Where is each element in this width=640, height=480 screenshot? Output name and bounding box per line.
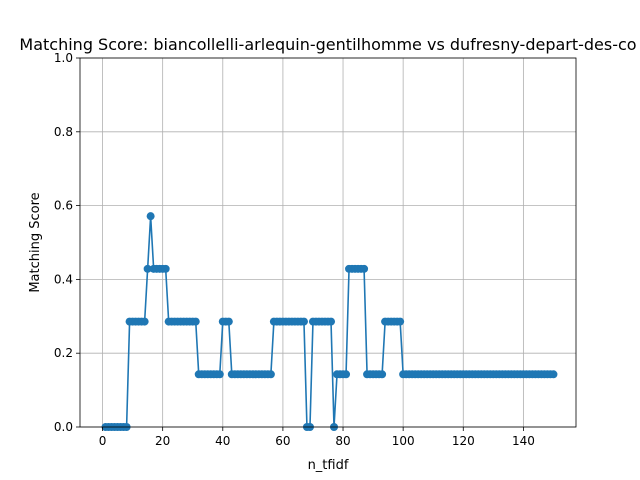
x-tick-label: 60 — [275, 434, 290, 448]
data-point — [146, 212, 155, 221]
series — [101, 212, 558, 431]
data-point — [360, 264, 369, 273]
x-tick-label: 120 — [452, 434, 475, 448]
x-tick-label: 40 — [215, 434, 230, 448]
x-tick-label: 80 — [335, 434, 350, 448]
y-tick-label: 0.6 — [54, 199, 73, 213]
data-point — [191, 317, 200, 326]
data-point — [549, 370, 558, 379]
y-tick-label: 1.0 — [54, 51, 73, 65]
data-point — [327, 317, 336, 326]
x-tick-label: 0 — [99, 434, 107, 448]
data-point — [143, 264, 152, 273]
y-tick-label: 0.4 — [54, 272, 73, 286]
y-tick-label: 0.2 — [54, 346, 73, 360]
ticks: 0 20 40 60 80 100 120 140 0.0 0.2 0.4 0.6 0.8 1.0 — [54, 51, 535, 448]
data-point — [342, 370, 351, 379]
chart-title: Matching Score: biancollelli-arlequin-ge… — [19, 35, 636, 54]
y-tick-label: 0.0 — [54, 420, 73, 434]
data-point — [378, 370, 387, 379]
data-point — [215, 370, 224, 379]
y-axis-label: Matching Score — [28, 192, 43, 292]
x-tick-label: 100 — [392, 434, 415, 448]
data-point — [396, 317, 405, 326]
data-point — [140, 317, 149, 326]
x-axis-label: n_tfidf — [308, 458, 349, 473]
data-point — [161, 264, 170, 273]
x-tick-label: 20 — [155, 434, 170, 448]
data-point — [299, 317, 308, 326]
plot-frame — [79, 57, 577, 428]
x-tick-label: 140 — [512, 434, 535, 448]
data-point — [266, 370, 275, 379]
data-point — [224, 317, 233, 326]
y-tick-label: 0.8 — [54, 125, 73, 139]
